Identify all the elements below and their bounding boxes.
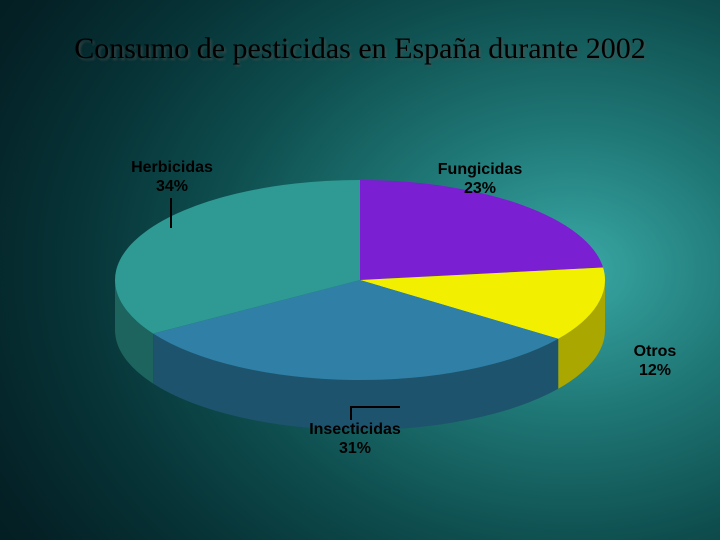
label-fungicidas-pct: 23%: [464, 180, 496, 197]
label-herbicidas: Herbicidas 34%: [112, 158, 232, 196]
label-insecticidas-pct: 31%: [339, 440, 371, 457]
label-insecticidas: Insecticidas 31%: [285, 420, 425, 458]
label-insecticidas-name: Insecticidas: [309, 421, 401, 438]
label-fungicidas-name: Fungicidas: [438, 161, 522, 178]
label-fungicidas: Fungicidas 23%: [420, 160, 540, 198]
label-otros-pct: 12%: [639, 362, 671, 379]
label-otros: Otros 12%: [610, 342, 700, 380]
chart-title: Consumo de pesticidas en España durante …: [0, 32, 720, 67]
label-otros-name: Otros: [634, 343, 677, 360]
leader-insecticidas-v: [350, 406, 352, 420]
label-herbicidas-pct: 34%: [156, 178, 188, 195]
leader-herbicidas: [170, 198, 172, 228]
leader-insecticidas-h: [350, 406, 400, 408]
label-herbicidas-name: Herbicidas: [131, 159, 213, 176]
